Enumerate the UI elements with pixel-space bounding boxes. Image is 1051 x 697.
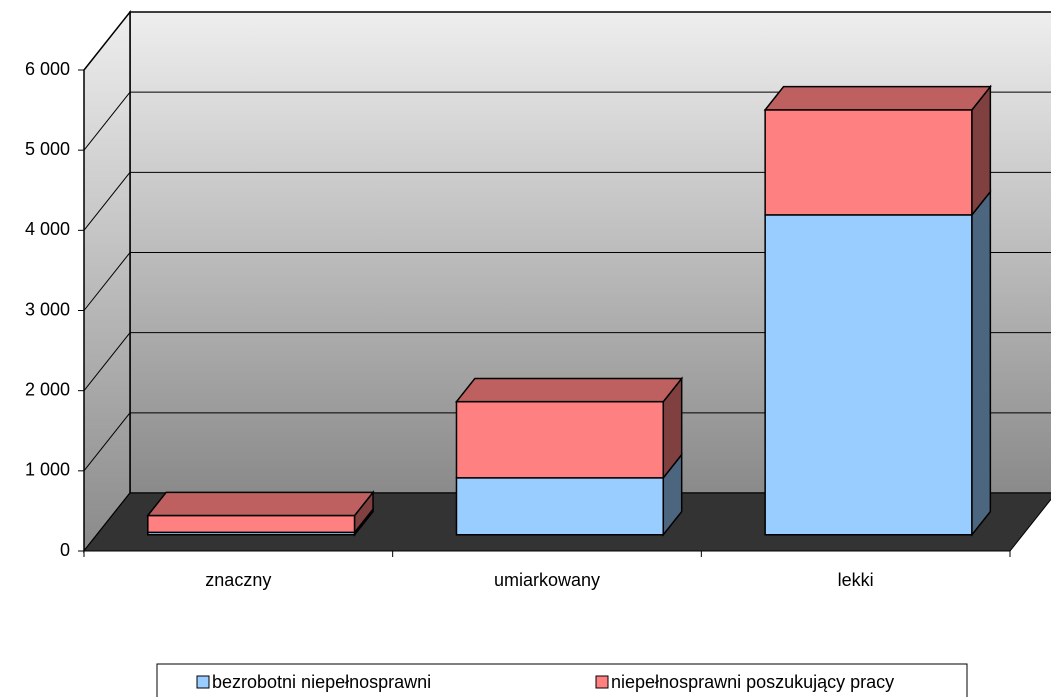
- legend-swatch: [595, 675, 609, 689]
- grid-line: [83, 412, 131, 472]
- bar-front: [764, 214, 973, 536]
- grid-line: [83, 172, 131, 231]
- bar-top: [763, 85, 992, 111]
- bar-front: [147, 514, 356, 534]
- bar: [763, 84, 992, 218]
- grid-line: [83, 91, 131, 151]
- bar-front: [764, 109, 973, 216]
- legend-label: bezrobotni niepełnosprawni: [212, 672, 431, 692]
- bar-front: [455, 400, 665, 479]
- bar: [764, 189, 992, 537]
- bar: [146, 490, 375, 535]
- x-tick-label: umiarkowany: [494, 570, 600, 590]
- legend-label: niepełnosprawni poszukujący pracy: [611, 672, 894, 692]
- bar-top: [454, 377, 684, 403]
- x-tick-label: lekki: [838, 570, 874, 590]
- bar: [454, 376, 684, 480]
- legend-swatch: [196, 675, 210, 689]
- x-tick-label: znaczny: [205, 570, 271, 590]
- y-tick-label: 5 000: [25, 139, 70, 159]
- bar-side: [971, 189, 992, 537]
- bar-front: [455, 477, 665, 536]
- bar: [455, 452, 683, 537]
- y-tick-label: 1 000: [25, 460, 70, 480]
- grid-line: [83, 11, 131, 71]
- legend: [156, 663, 968, 697]
- grid-line: [83, 252, 131, 311]
- y-tick-label: 3 000: [25, 299, 70, 319]
- y-tick-label: 6 000: [25, 59, 70, 79]
- bar-top: [146, 491, 375, 517]
- grid-line: [83, 332, 131, 391]
- y-tick-label: 2 000: [25, 379, 70, 399]
- y-tick-label: 0: [60, 540, 70, 560]
- y-tick-label: 4 000: [25, 219, 70, 239]
